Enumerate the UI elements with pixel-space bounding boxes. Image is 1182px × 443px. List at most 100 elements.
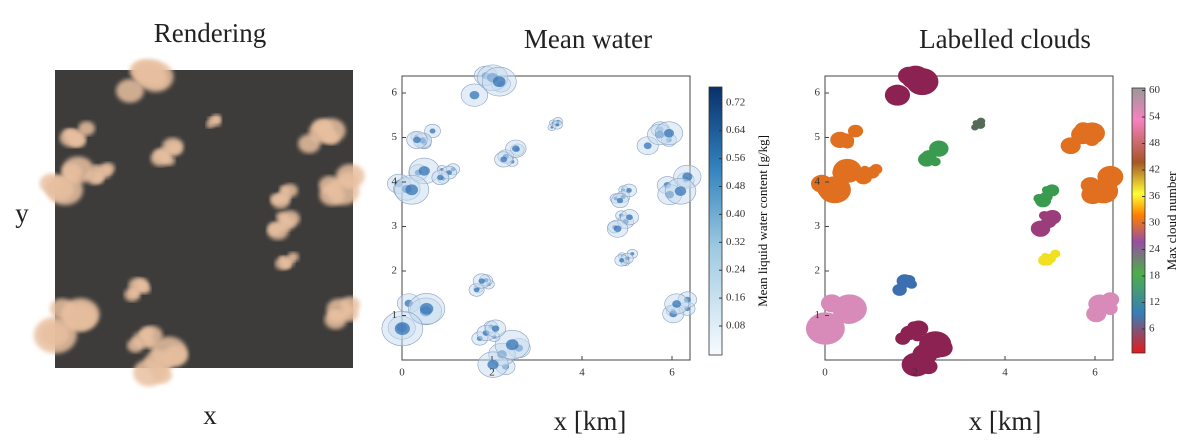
panel-title: Rendering: [154, 18, 266, 48]
labelled-cloud: [919, 331, 952, 359]
colorbar-label: Mean liquid water content [g/kg]: [755, 135, 770, 307]
x-tick-label: 0: [822, 367, 828, 379]
colorbar-tick-label: 48: [1149, 137, 1161, 149]
water-core: [613, 225, 622, 232]
labelled-cloud: [1030, 220, 1051, 237]
water-core: [491, 325, 500, 332]
labelled-cloud: [832, 294, 867, 324]
labelled-cloud: [908, 320, 929, 337]
cloud: [316, 118, 346, 143]
x-tick-label: 6: [1092, 367, 1098, 379]
cloud: [85, 169, 104, 185]
labelled-cloud: [818, 176, 851, 204]
labelled-cloud: [847, 124, 864, 138]
water-core: [500, 156, 508, 163]
cloud: [326, 177, 360, 206]
cloud: [281, 183, 298, 198]
labelled-cloud: [1088, 294, 1111, 314]
x-tick-label: 4: [579, 367, 585, 379]
cloud: [271, 193, 290, 209]
water-core: [492, 76, 506, 88]
water-core: [616, 197, 624, 204]
y-tick-label: 5: [392, 131, 398, 143]
labelled-cloud: [1038, 254, 1052, 266]
rendering-image: [55, 70, 353, 368]
y-tick-label: 3: [815, 220, 821, 232]
cloud: [210, 117, 222, 127]
cloud: [133, 359, 166, 387]
colorbar-tick-label: 0.40: [726, 208, 746, 220]
colorbar-tick-label: 0.64: [726, 124, 746, 136]
plot-frame: [824, 75, 1114, 361]
colorbar-tick-label: 0.24: [726, 264, 746, 276]
colorbar-tick-label: 0.72: [726, 96, 745, 108]
labelled-cloud: [1088, 179, 1119, 204]
y-tick-label: 1: [815, 309, 821, 321]
colorbar-tick-label: 36: [1149, 190, 1161, 202]
water-core: [478, 278, 485, 284]
cloud: [128, 277, 147, 294]
water-core: [555, 123, 560, 127]
x-label: x [km]: [554, 406, 627, 436]
colorbar-tick-label: 6: [1149, 323, 1155, 335]
cloud: [59, 128, 82, 147]
labelled-cloud: [1044, 184, 1060, 197]
water-core: [619, 258, 625, 263]
y-label: y: [15, 198, 29, 228]
colorbar: [708, 86, 723, 356]
x-tick-label: 2: [489, 367, 495, 379]
y-tick-label: 1: [392, 309, 398, 321]
water-core: [674, 186, 687, 197]
y-tick-label: 6: [815, 87, 821, 99]
colorbar-label: Max cloud number: [1164, 171, 1179, 271]
cloud: [47, 174, 84, 206]
labelled-cloud: [975, 120, 986, 129]
labelled-cloud: [855, 170, 872, 185]
water-core: [419, 303, 434, 315]
labelled-cloud: [906, 68, 939, 96]
cloud: [161, 137, 184, 157]
water-core: [473, 287, 480, 293]
y-tick-label: 4: [815, 176, 821, 188]
cloud: [267, 221, 289, 240]
x-label: x [km]: [969, 406, 1042, 436]
x-tick-label: 0: [399, 367, 405, 379]
water-core: [394, 322, 410, 336]
water-core: [512, 145, 520, 152]
labelled-cloud: [830, 131, 850, 148]
water-core: [626, 188, 632, 193]
cloud: [33, 316, 77, 354]
plot-frame: [401, 75, 691, 361]
panel-title: Mean water: [524, 24, 652, 54]
colorbar-tick-label: 30: [1149, 217, 1161, 229]
cloud: [280, 210, 300, 227]
water-core: [487, 359, 499, 370]
water-core: [418, 166, 430, 176]
colorbar-tick-label: 0.48: [726, 180, 746, 192]
colorbar-tick-label: 0.08: [726, 320, 746, 332]
water-core: [429, 128, 436, 134]
y-tick-label: 3: [392, 220, 398, 232]
y-tick-label: 2: [815, 265, 821, 277]
labelled-cloud: [832, 158, 862, 183]
y-tick-label: 4: [392, 176, 398, 188]
water-core: [663, 128, 675, 138]
labelled-cloud: [1079, 122, 1105, 144]
cloud: [115, 78, 144, 103]
colorbar-tick-label: 0.32: [726, 236, 745, 248]
colorbar-tick-label: 12: [1149, 296, 1160, 308]
water-core: [672, 300, 682, 308]
cloud: [141, 325, 163, 345]
x-tick-label: 6: [669, 367, 675, 379]
colorbar-tick-label: 42: [1149, 164, 1160, 176]
cloud: [275, 257, 290, 270]
labelled-cloud: [896, 274, 913, 288]
labelled-cloud: [929, 140, 949, 157]
labelled-cloud: [1043, 210, 1062, 225]
cloud: [137, 61, 174, 93]
labelled-cloud: [884, 84, 911, 106]
labelled-cloud: [1034, 193, 1052, 208]
x-tick-label: 2: [912, 367, 918, 379]
colorbar: [1131, 87, 1146, 354]
